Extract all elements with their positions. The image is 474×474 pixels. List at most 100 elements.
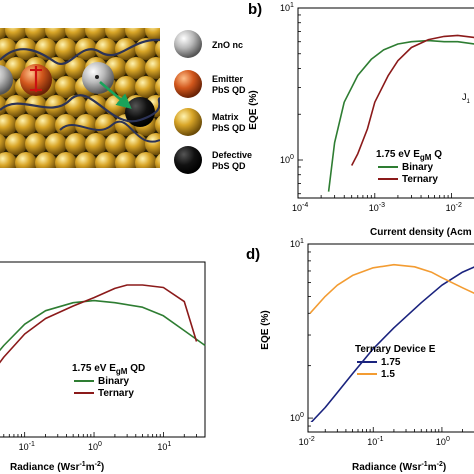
matrix-qd: [5, 28, 27, 41]
path-line: [0, 38, 160, 65]
matrix-qd: [35, 114, 57, 136]
qd-schematic: [0, 28, 160, 168]
x-tick-label: 10-1: [19, 441, 35, 452]
matrix-qd: [125, 28, 147, 41]
legend-label: Ternary: [98, 388, 134, 399]
legend-label: Ternary: [402, 174, 438, 185]
chart-c: 10-1 100 101 Radiance (Wsr-1m-2) 1.75 eV EgM…: [0, 261, 206, 473]
x-axis-label: Radiance (Wsr-1m-2): [10, 461, 104, 473]
matrix-qd: [25, 133, 47, 155]
path-line: [59, 120, 160, 143]
matrix-qd: [45, 133, 67, 155]
y-axis-label: EQE (%): [248, 90, 259, 129]
chart-b: 10-4 10-3 10-2 100 101 Current density (Acm EQ…: [248, 2, 474, 238]
matrix-qd: [65, 95, 87, 117]
series-line-ternary: [0, 284, 198, 364]
matrix-qd: [145, 28, 160, 41]
matrix-qd: [0, 95, 7, 117]
matrix-qd: [135, 76, 157, 98]
x-tick-label: 10-4: [292, 202, 308, 213]
matrix-qd: [105, 133, 127, 155]
series-line-1-75: [310, 266, 474, 422]
series-line-ternary: [350, 34, 474, 166]
matrix-qd: [115, 76, 137, 98]
matrix-qd: [125, 133, 147, 155]
matrix-qd: [0, 152, 17, 168]
matrix-qd: [0, 38, 17, 60]
legend-label: Binary: [98, 376, 130, 387]
x-tick-label: 10-2: [446, 202, 462, 213]
legend-label: Binary: [402, 162, 434, 173]
series-group: [310, 263, 474, 422]
matrix-qd: [45, 95, 67, 117]
y-axis-label: EQE (%): [260, 310, 271, 349]
matrix-qd: [65, 28, 87, 41]
schematic-legend-label: Defective PbS QD: [212, 150, 252, 171]
matrix-qd: [25, 28, 47, 41]
y-tick-label: 101: [290, 238, 304, 249]
matrix-qd: [135, 152, 157, 168]
matrix-qd: [95, 114, 117, 136]
matrix-qd: [0, 133, 7, 155]
matrix-qd: [75, 152, 97, 168]
matrix-qd: [45, 28, 67, 41]
chart-d: 10-2 10-1 100 100 101 Radiance (Wsr-1m-2) EQE …: [260, 238, 474, 473]
x-axis-label: Radiance (Wsr-1m-2): [352, 461, 446, 473]
matrix-qd: [55, 76, 77, 98]
x-tick-label: 10-1: [367, 436, 383, 447]
defective-qd: [125, 97, 155, 127]
plot-frame: [297, 7, 474, 199]
matrix-qd: [85, 133, 107, 155]
matrix-qd: [35, 152, 57, 168]
matrix-qd: [115, 152, 137, 168]
legend-label: 1.5: [381, 369, 395, 380]
matrix-qd: [145, 133, 160, 155]
x-axis-label: Current density (Acm: [370, 227, 472, 238]
matrix-qd: [65, 133, 87, 155]
x-tick-label: 100: [436, 436, 450, 447]
matrix-qd: [155, 77, 160, 97]
y-tick-label: 101: [280, 2, 294, 13]
x-tick-label: 10-2: [299, 436, 315, 447]
x-tick-label: 101: [157, 441, 171, 452]
electron-dot: [95, 75, 99, 79]
matrix-qd: [85, 95, 107, 117]
legend-sphere-1: [174, 30, 202, 58]
matrix-qd: [125, 57, 147, 79]
legend-title: Ternary Device E: [355, 344, 436, 355]
transfer-arrow: [99, 81, 132, 109]
matrix-qd: [15, 152, 37, 168]
series-group: [0, 284, 206, 364]
path-line: [0, 94, 160, 123]
matrix-qd: [0, 114, 17, 136]
matrix-qd: [155, 115, 160, 135]
annotation-label: J1: [462, 92, 471, 105]
y-tick-label: 100: [290, 412, 304, 423]
legend-sphere-2: [174, 70, 202, 98]
plot-frame: [307, 243, 474, 433]
matrix-qd: [85, 28, 107, 41]
zno-nc: [0, 65, 13, 95]
schematic-legend-label: Emitter PbS QD: [212, 74, 246, 95]
matrix-qd: [145, 57, 160, 79]
schematic-legend-label: Matrix PbS QD: [212, 112, 246, 133]
series-line-1-5: [310, 263, 474, 314]
matrix-qd: [5, 133, 27, 155]
series-line-binary: [327, 39, 474, 192]
matrix-qd: [155, 153, 160, 168]
matrix-qd: [95, 152, 117, 168]
matrix-qd: [55, 38, 77, 60]
legend-label: 1.75: [381, 357, 401, 368]
y-tick-label: 100: [280, 154, 294, 165]
matrix-qd: [15, 114, 37, 136]
panel-letter-b: b): [248, 1, 262, 18]
matrix-qd: [55, 152, 77, 168]
legend-title: 1.75 eV EgM QD: [72, 363, 145, 376]
matrix-qd: [105, 95, 127, 117]
plot-frame: [0, 261, 206, 438]
schematic-legend-label: ZnO nc: [212, 40, 243, 50]
x-tick-label: 10-3: [369, 202, 385, 213]
matrix-qd: [155, 39, 160, 59]
legend-title: 1.75 eV EgM Q: [376, 149, 442, 162]
schematic-legend: ZnO nc Emitter PbS QD Matrix PbS QD Defective…: [174, 30, 252, 174]
